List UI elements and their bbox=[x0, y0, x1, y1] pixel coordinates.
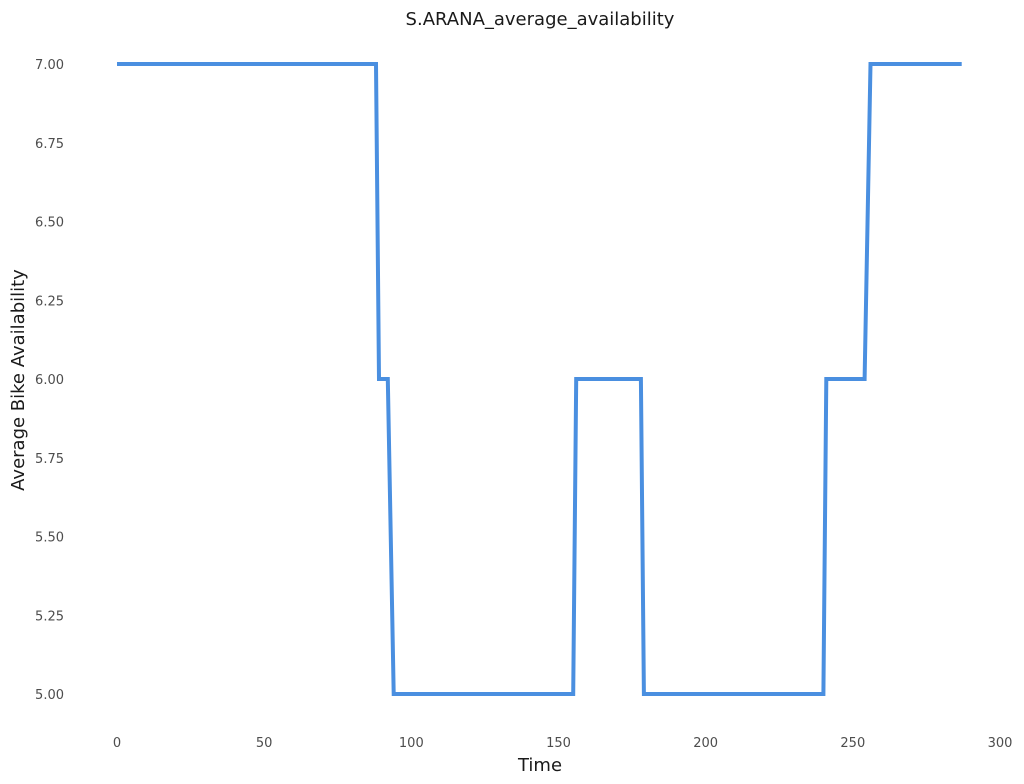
y-tick-label: 7.00 bbox=[35, 58, 64, 73]
y-tick-label: 5.25 bbox=[35, 609, 64, 624]
chart-title: S.ARANA_average_availability bbox=[406, 9, 675, 30]
y-axis-ticks: 5.00 5.25 5.50 5.75 6.00 6.25 6.50 6.75 7.00 bbox=[35, 58, 64, 703]
series-line bbox=[117, 62, 962, 696]
y-tick-label: 6.25 bbox=[35, 294, 64, 309]
y-tick-label: 6.00 bbox=[35, 373, 64, 388]
x-tick-label: 200 bbox=[693, 736, 718, 751]
x-tick-label: 50 bbox=[256, 736, 273, 751]
y-tick-label: 5.00 bbox=[35, 688, 64, 703]
y-tick-label: 5.75 bbox=[35, 452, 64, 467]
x-axis-ticks: 0 50 100 150 200 250 300 bbox=[113, 736, 1013, 751]
y-tick-label: 6.75 bbox=[35, 137, 64, 152]
x-tick-label: 150 bbox=[546, 736, 571, 751]
y-tick-label: 6.50 bbox=[35, 216, 64, 231]
x-tick-label: 100 bbox=[399, 736, 424, 751]
x-axis-label: Time bbox=[517, 755, 562, 776]
x-tick-label: 250 bbox=[840, 736, 865, 751]
series-group bbox=[117, 62, 962, 696]
x-tick-label: 300 bbox=[988, 736, 1013, 751]
x-tick-label: 0 bbox=[113, 736, 121, 751]
y-tick-label: 5.50 bbox=[35, 531, 64, 546]
y-axis-label: Average Bike Availability bbox=[8, 269, 29, 491]
